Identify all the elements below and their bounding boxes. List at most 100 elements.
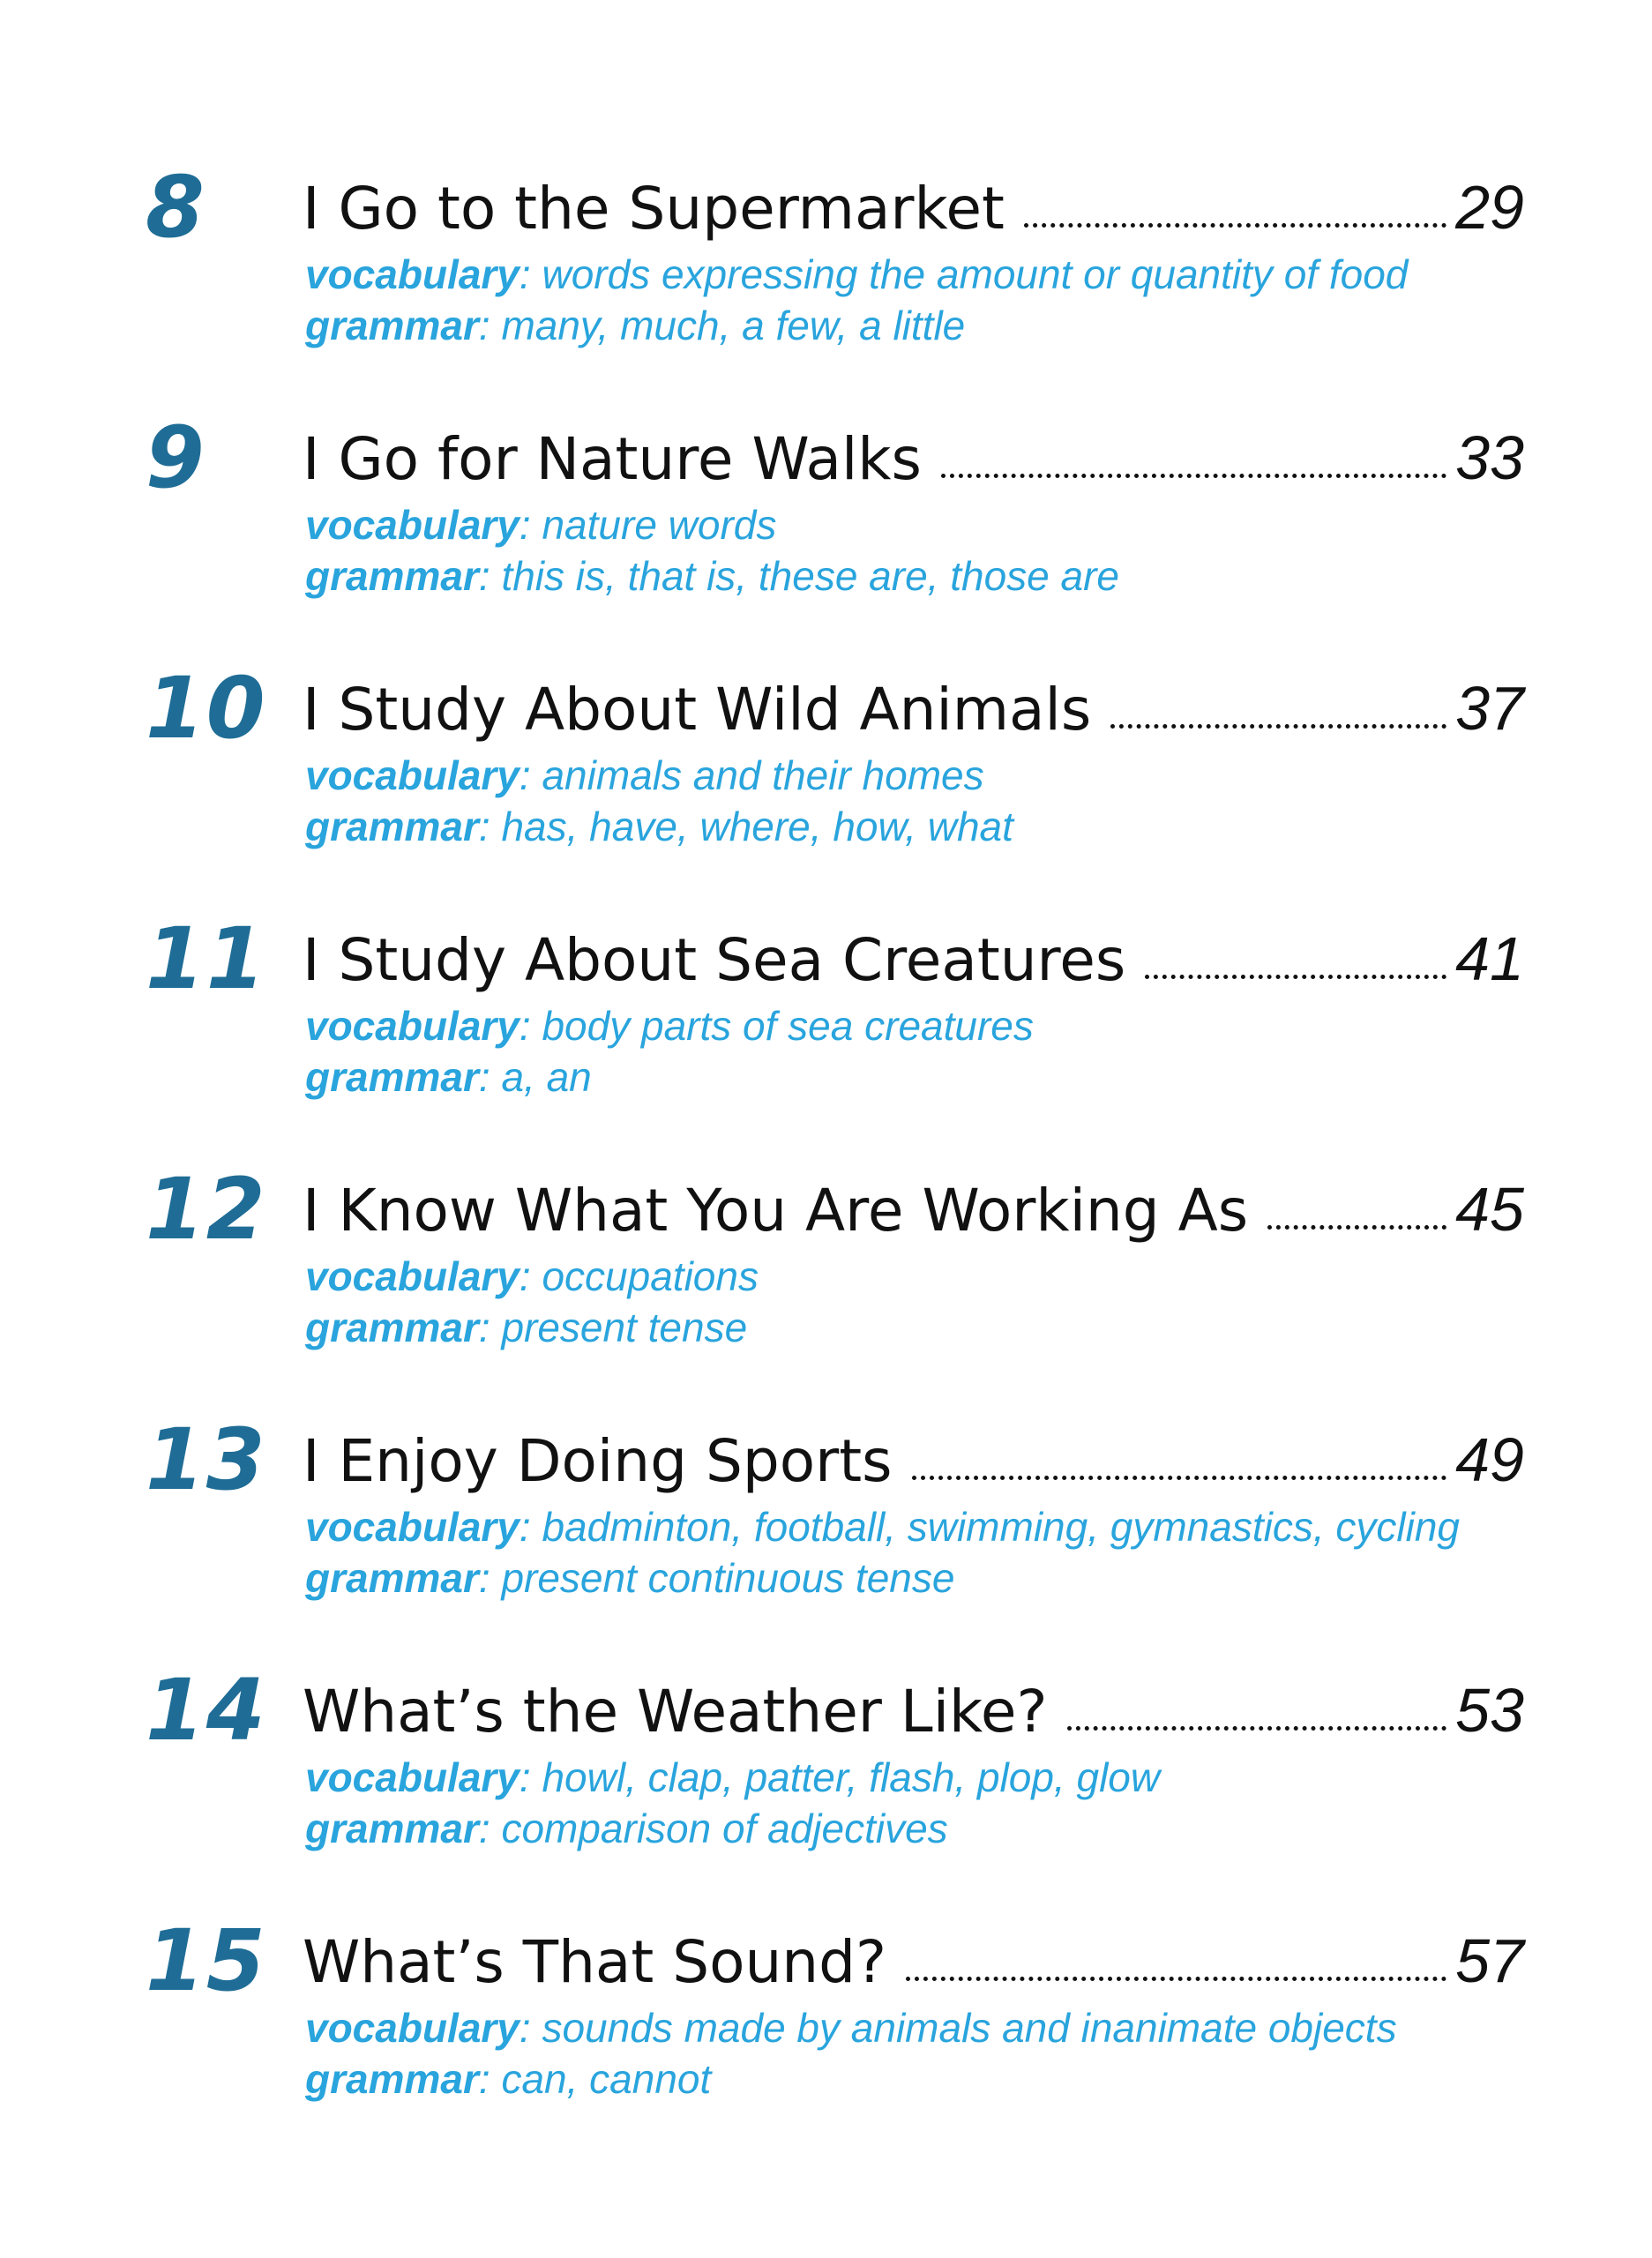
vocabulary-text: nature words (542, 502, 777, 548)
page-number: 41 (1455, 924, 1524, 993)
separator: : (478, 2056, 502, 2102)
grammar-text: many, much, a few, a little (501, 303, 966, 348)
title-row: I Go for Nature Walks 33 (303, 418, 1524, 497)
unit-title[interactable]: What’s That Sound? (303, 1928, 887, 1996)
unit-title[interactable]: I Study About Sea Creatures (303, 926, 1126, 994)
title-row: What’s That Sound? 57 (303, 1921, 1524, 2000)
vocabulary-line: vocabulary: sounds made by animals and i… (305, 2002, 1397, 2053)
grammar-text: can, cannot (501, 2056, 712, 2102)
grammar-line: grammar: can, cannot (305, 2053, 711, 2105)
separator: : (519, 251, 542, 297)
vocabulary-line: vocabulary: nature words (305, 499, 776, 550)
page-number: 33 (1455, 423, 1524, 492)
vocabulary-label: vocabulary (305, 1504, 520, 1550)
separator: : (478, 553, 502, 599)
grammar-line: grammar: a, an (305, 1051, 592, 1103)
unit-title[interactable]: I Enjoy Doing Sports (303, 1427, 893, 1495)
page-number: 45 (1455, 1175, 1524, 1244)
vocabulary-line: vocabulary: animals and their homes (305, 750, 984, 801)
title-row: I Enjoy Doing Sports 49 (303, 1420, 1524, 1499)
separator: : (519, 502, 542, 548)
grammar-line: grammar: present continuous tense (305, 1552, 954, 1604)
separator: : (478, 1806, 502, 1851)
toc-entry[interactable]: 14 What’s the Weather Like? 53 vocabular… (0, 1662, 1652, 1891)
vocabulary-text: animals and their homes (542, 752, 984, 798)
grammar-label: grammar (305, 1555, 479, 1601)
separator: : (519, 2005, 542, 2051)
vocabulary-label: vocabulary (305, 502, 520, 548)
vocabulary-label: vocabulary (305, 1754, 520, 1800)
vocabulary-label: vocabulary (305, 752, 520, 798)
unit-title[interactable]: I Study About Wild Animals (303, 676, 1092, 744)
grammar-text: has, have, where, how, what (501, 804, 1013, 849)
vocabulary-text: sounds made by animals and inanimate obj… (542, 2005, 1397, 2051)
grammar-label: grammar (305, 804, 479, 849)
grammar-line: grammar: present tense (305, 1302, 747, 1353)
unit-number: 11 (146, 909, 267, 1008)
unit-title[interactable]: I Go for Nature Walks (303, 425, 922, 493)
unit-title[interactable]: I Go to the Supermarket (303, 175, 1005, 243)
dot-leader (1110, 724, 1447, 729)
toc-entry[interactable]: 8 I Go to the Supermarket 29 vocabulary:… (0, 159, 1652, 388)
vocabulary-line: vocabulary: badminton, football, swimmin… (305, 1501, 1460, 1552)
dot-leader (1267, 1225, 1447, 1230)
dot-leader (1145, 975, 1447, 979)
toc-entry[interactable]: 13 I Enjoy Doing Sports 49 vocabulary: b… (0, 1411, 1652, 1641)
page-number: 29 (1455, 173, 1524, 242)
vocabulary-text: badminton, football, swimming, gymnastic… (542, 1504, 1460, 1550)
vocabulary-text: howl, clap, patter, flash, plop, glow (542, 1754, 1161, 1800)
vocabulary-text: occupations (542, 1253, 759, 1299)
separator: : (519, 1253, 542, 1299)
vocabulary-line: vocabulary: howl, clap, patter, flash, p… (305, 1752, 1160, 1803)
page-number: 53 (1455, 1676, 1524, 1745)
dot-leader (1023, 223, 1447, 228)
title-row: I Study About Wild Animals 37 (303, 669, 1524, 748)
separator: : (519, 1504, 542, 1550)
toc-entry[interactable]: 10 I Study About Wild Animals 37 vocabul… (0, 660, 1652, 889)
separator: : (478, 1555, 502, 1601)
toc-entry[interactable]: 12 I Know What You Are Working As 45 voc… (0, 1161, 1652, 1390)
separator: : (478, 303, 502, 348)
dot-leader (940, 474, 1447, 478)
vocabulary-line: vocabulary: words expressing the amount … (305, 249, 1408, 300)
toc-entry[interactable]: 15 What’s That Sound? 57 vocabulary: sou… (0, 1912, 1652, 2142)
unit-number: 15 (146, 1911, 267, 2010)
title-row: I Go to the Supermarket 29 (303, 168, 1524, 247)
grammar-line: grammar: comparison of adjectives (305, 1803, 948, 1854)
dot-leader (1066, 1726, 1447, 1731)
grammar-label: grammar (305, 553, 479, 599)
toc-entry[interactable]: 11 I Study About Sea Creatures 41 vocabu… (0, 910, 1652, 1140)
unit-title[interactable]: I Know What You Are Working As (303, 1177, 1249, 1245)
page-number: 49 (1455, 1425, 1524, 1494)
unit-number: 13 (146, 1410, 267, 1509)
grammar-text: a, an (501, 1054, 592, 1100)
unit-number: 14 (146, 1661, 267, 1760)
grammar-text: this is, that is, these are, those are (501, 553, 1120, 599)
grammar-label: grammar (305, 303, 479, 348)
dot-leader (906, 1977, 1447, 1981)
grammar-label: grammar (305, 1054, 479, 1100)
toc-entry[interactable]: 9 I Go for Nature Walks 33 vocabulary: n… (0, 409, 1652, 639)
dot-leader (911, 1476, 1447, 1480)
vocabulary-text: body parts of sea creatures (542, 1003, 1034, 1049)
unit-number: 9 (146, 408, 206, 507)
unit-title[interactable]: What’s the Weather Like? (303, 1678, 1048, 1746)
title-row: What’s the Weather Like? 53 (303, 1671, 1524, 1750)
vocabulary-label: vocabulary (305, 1253, 520, 1299)
unit-number: 12 (146, 1160, 267, 1259)
separator: : (478, 804, 502, 849)
grammar-label: grammar (305, 1806, 479, 1851)
grammar-line: grammar: has, have, where, how, what (305, 801, 1013, 852)
vocabulary-label: vocabulary (305, 2005, 520, 2051)
vocabulary-label: vocabulary (305, 251, 520, 297)
separator: : (478, 1305, 502, 1350)
grammar-text: comparison of adjectives (501, 1806, 948, 1851)
separator: : (478, 1054, 502, 1100)
grammar-label: grammar (305, 2056, 479, 2102)
title-row: I Know What You Are Working As 45 (303, 1170, 1524, 1249)
grammar-line: grammar: many, much, a few, a little (305, 300, 965, 351)
separator: : (519, 1754, 542, 1800)
unit-number: 8 (146, 158, 206, 257)
separator: : (519, 1003, 542, 1049)
